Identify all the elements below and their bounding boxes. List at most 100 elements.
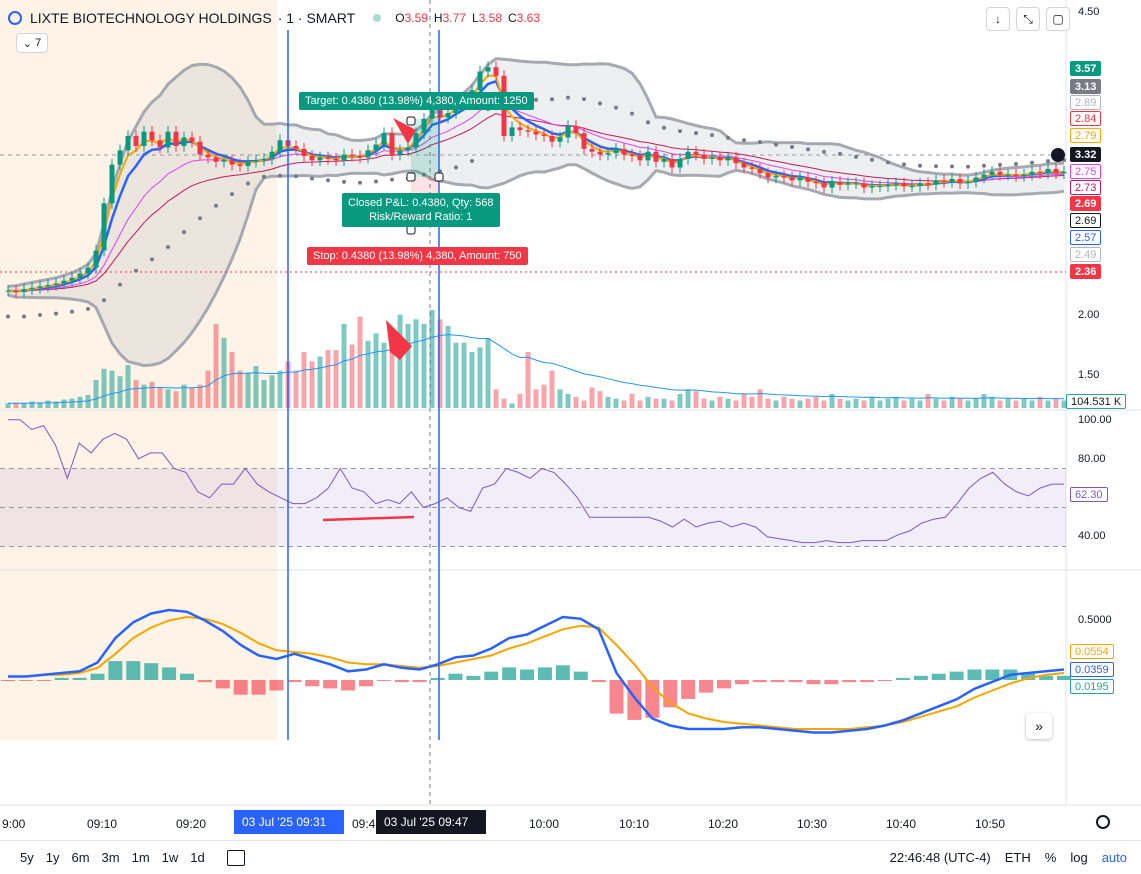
psar-dot bbox=[934, 164, 938, 169]
psar-dot bbox=[1046, 159, 1050, 164]
candle-body bbox=[397, 150, 403, 155]
percent-toggle[interactable]: % bbox=[1044, 850, 1057, 865]
scroll-down-icon[interactable]: ↓ bbox=[986, 7, 1010, 31]
psar-dot bbox=[1030, 160, 1034, 165]
volume-bar bbox=[397, 314, 403, 408]
chart-settings-icon[interactable] bbox=[1096, 815, 1110, 829]
position-stop-label[interactable]: Stop: 0.4380 (13.98%) 4,380, Amount: 750 bbox=[307, 247, 528, 265]
indicators-toggle-button[interactable]: ⌄ 7 bbox=[16, 33, 48, 53]
time-axis-label: 9:00 bbox=[2, 817, 26, 831]
candle-body bbox=[29, 287, 35, 290]
screenshot-icon[interactable]: ▢ bbox=[1046, 7, 1070, 31]
candle-body bbox=[245, 161, 251, 167]
auto-toggle[interactable]: auto bbox=[1101, 850, 1127, 865]
candle-body bbox=[893, 183, 899, 185]
candle-body bbox=[349, 154, 355, 157]
volume-bar bbox=[981, 394, 987, 408]
range-1w-button[interactable]: 1w bbox=[161, 850, 179, 865]
range-6m-button[interactable]: 6m bbox=[71, 850, 90, 865]
macd-histogram-bar bbox=[967, 669, 982, 680]
volume-bar bbox=[253, 366, 259, 408]
price-axis-label: 1.50 bbox=[1078, 369, 1100, 381]
candle-body bbox=[341, 154, 347, 161]
psar-dot bbox=[326, 178, 330, 183]
macd-histogram-bar bbox=[699, 680, 714, 693]
volume-bar bbox=[565, 394, 571, 408]
calendar-icon[interactable] bbox=[226, 849, 245, 866]
volume-bar bbox=[1021, 398, 1027, 408]
volume-bar bbox=[501, 398, 507, 408]
price-level-tag: 2.73 bbox=[1070, 180, 1102, 195]
scroll-to-realtime-icon[interactable]: » bbox=[1026, 713, 1052, 739]
volume-bar bbox=[101, 368, 107, 408]
session-button[interactable]: ETH bbox=[1004, 850, 1031, 865]
fullscreen-icon[interactable]: ⤡ bbox=[1016, 7, 1040, 31]
candle-body bbox=[1013, 174, 1019, 177]
candle-body bbox=[229, 160, 235, 165]
candle-body bbox=[509, 127, 515, 136]
candle-body bbox=[981, 174, 987, 178]
psar-dot bbox=[390, 177, 394, 182]
candle-body bbox=[357, 156, 363, 158]
macd-histogram-bar bbox=[806, 680, 821, 685]
volume-bar bbox=[589, 387, 595, 408]
candle-body bbox=[309, 156, 315, 161]
candle-body bbox=[533, 131, 539, 135]
volume-value-tag: 104.531 K bbox=[1066, 394, 1127, 409]
volume-bar bbox=[477, 347, 483, 408]
macd-histogram-bar bbox=[860, 680, 875, 683]
time-axis-label: 09:4 bbox=[352, 817, 376, 831]
rsi-axis-label: 40.00 bbox=[1078, 530, 1106, 542]
position-closed-label[interactable]: Closed P&L: 0.4380, Qty: 568 Risk/Reward… bbox=[342, 193, 500, 227]
candle-body bbox=[853, 183, 859, 185]
range-1m-button[interactable]: 1m bbox=[131, 850, 150, 865]
price-level-tag: 2.69 bbox=[1070, 213, 1102, 228]
candle-body bbox=[77, 273, 83, 278]
range-5y-button[interactable]: 5y bbox=[20, 850, 34, 865]
volume-bar bbox=[309, 361, 315, 408]
range-3m-button[interactable]: 3m bbox=[101, 850, 120, 865]
log-toggle[interactable]: log bbox=[1070, 850, 1088, 865]
volume-bar bbox=[509, 403, 515, 408]
candle-body bbox=[677, 158, 683, 168]
symbol-name[interactable]: LIXTE BIOTECHNOLOGY HOLDINGS bbox=[30, 10, 272, 26]
candle-body bbox=[525, 130, 531, 132]
candle-body bbox=[477, 71, 483, 91]
volume-bar bbox=[869, 396, 875, 408]
macd-histogram-bar bbox=[72, 677, 87, 680]
candle-body bbox=[549, 135, 555, 142]
candle-body bbox=[189, 137, 195, 142]
position-handle bbox=[406, 225, 416, 235]
volume-bar bbox=[181, 384, 187, 408]
volume-bar bbox=[77, 396, 83, 408]
time-axis-label: 09:20 bbox=[176, 817, 207, 831]
rsi-axis-label: 80.00 bbox=[1078, 453, 1106, 465]
macd-histogram-bar bbox=[770, 680, 785, 683]
volume-bar bbox=[541, 384, 547, 408]
volume-bar bbox=[445, 325, 451, 408]
interval-label[interactable]: · 1 · SMART bbox=[277, 10, 356, 26]
range-1d-button[interactable]: 1d bbox=[190, 850, 205, 865]
candle-body bbox=[405, 147, 411, 151]
position-target-label[interactable]: Target: 0.4380 (13.98%) 4,380, Amount: 1… bbox=[299, 92, 534, 110]
volume-bar bbox=[853, 398, 859, 408]
time-axis-label: 10:30 bbox=[797, 817, 828, 831]
candle-body bbox=[381, 133, 387, 145]
volume-bar bbox=[797, 400, 803, 408]
candle-body bbox=[837, 181, 843, 185]
symbol-legend[interactable]: LIXTE BIOTECHNOLOGY HOLDINGS · 1 · SMART… bbox=[8, 8, 546, 28]
candle-body bbox=[997, 171, 1003, 175]
volume-bar bbox=[997, 400, 1003, 408]
price-level-tag: 2.84 bbox=[1070, 111, 1102, 126]
psar-dot bbox=[310, 176, 314, 181]
volume-bar bbox=[749, 396, 755, 408]
volume-bar bbox=[957, 398, 963, 408]
candle-body bbox=[5, 290, 11, 292]
candle-body bbox=[581, 133, 587, 149]
volume-bar bbox=[965, 400, 971, 408]
macd-histogram-bar bbox=[913, 675, 928, 680]
range-1y-button[interactable]: 1y bbox=[45, 850, 60, 865]
price-axis-label: 2.00 bbox=[1078, 309, 1100, 321]
clock-time[interactable]: 22:46:48 (UTC-4) bbox=[889, 850, 991, 865]
